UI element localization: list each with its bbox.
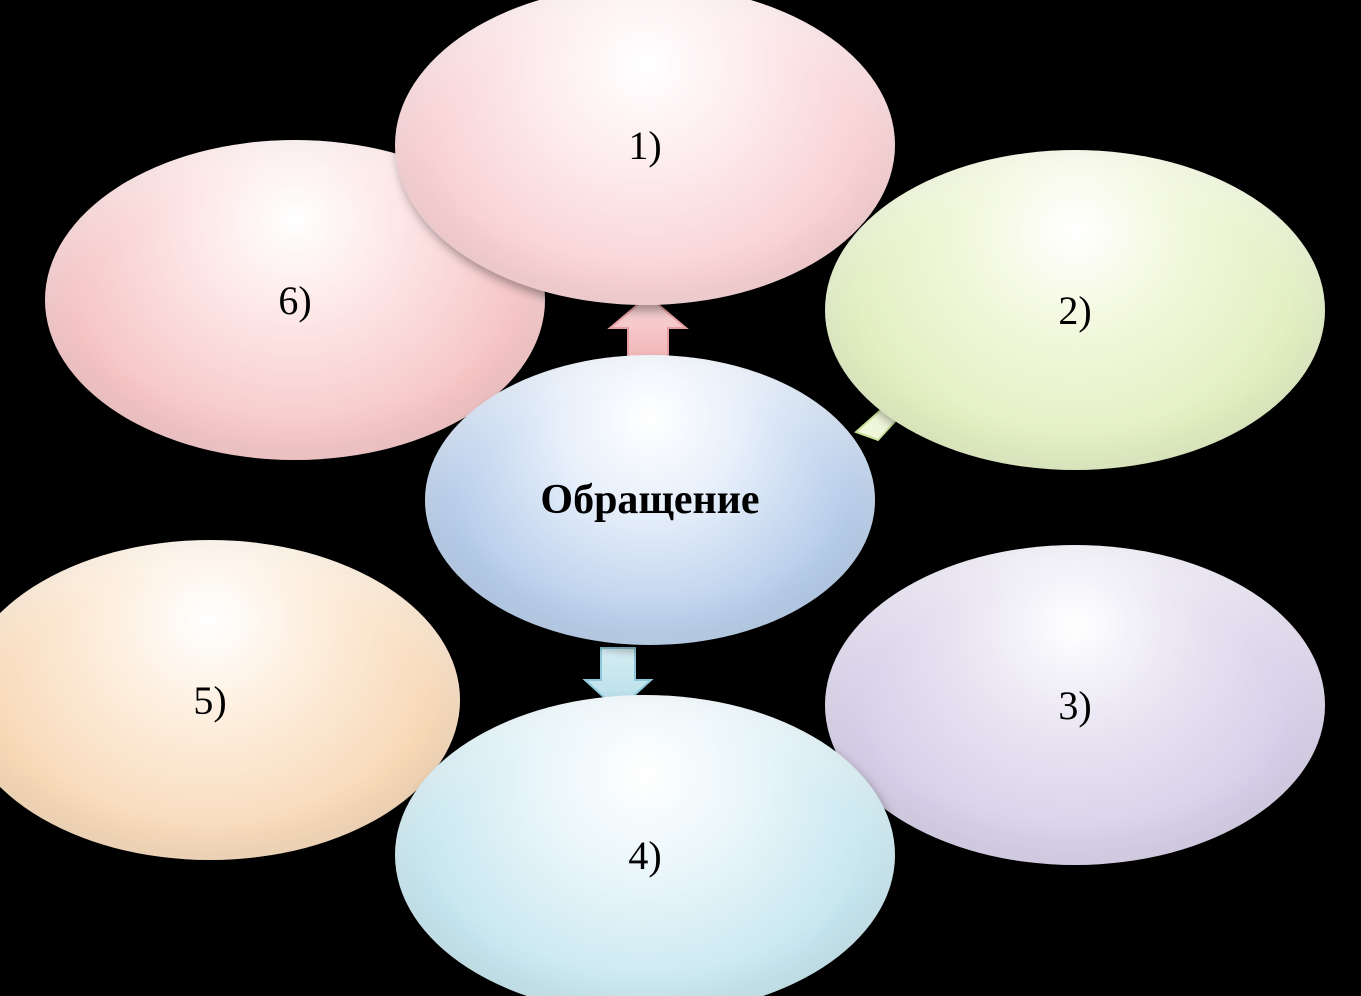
petal-4-label: 4) [628, 832, 661, 879]
petal-5-label: 5) [193, 677, 226, 724]
diagram-stage: 6) 1) 2) 5) 3) 4) Обращение [0, 0, 1361, 996]
petal-1: 1) [395, 0, 895, 305]
petal-1-label: 1) [628, 122, 661, 169]
petal-4: 4) [395, 695, 895, 996]
petal-2-label: 2) [1058, 287, 1091, 334]
petal-6-label: 6) [278, 277, 311, 324]
center-node: Обращение [425, 355, 875, 645]
center-label: Обращение [540, 476, 759, 524]
petal-3: 3) [825, 545, 1325, 865]
petal-3-label: 3) [1058, 682, 1091, 729]
petal-2: 2) [825, 150, 1325, 470]
petal-5: 5) [0, 540, 460, 860]
